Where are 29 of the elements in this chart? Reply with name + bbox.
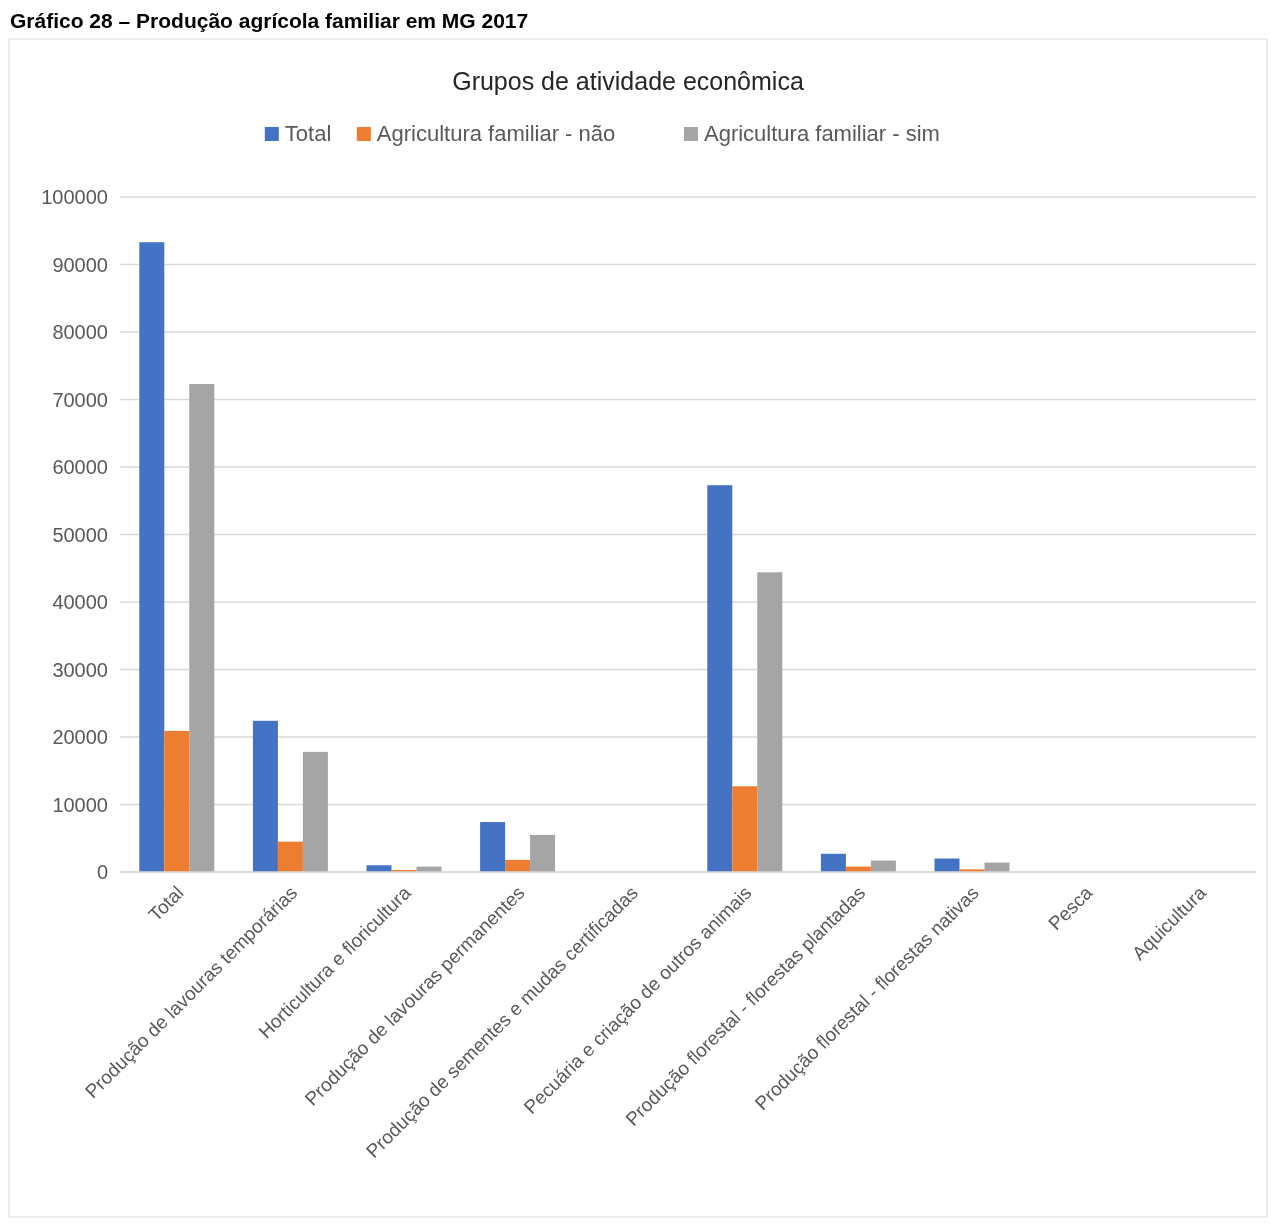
- y-tick-label: 10000: [52, 793, 108, 816]
- bar: [530, 834, 556, 872]
- bar: [757, 572, 783, 872]
- legend-label: Agricultura familiar - não: [376, 121, 616, 146]
- y-tick-label: 30000: [52, 658, 108, 681]
- bar: [505, 859, 531, 872]
- legend-label: Agricultura familiar - sim: [704, 121, 940, 146]
- bar: [164, 730, 190, 872]
- text: Gráfico 28 – Produção agrícola familiar em MG 2017: [10, 9, 529, 32]
- y-tick-label: 50000: [52, 523, 108, 546]
- y-tick-label: 70000: [52, 388, 108, 411]
- y-tick-label: 20000: [52, 726, 108, 748]
- bar: [252, 720, 278, 872]
- y-tick-label: 60000: [52, 456, 108, 478]
- bar: [277, 841, 303, 872]
- bar: [480, 822, 506, 872]
- y-tick-label: 100000: [41, 186, 108, 208]
- bar: [732, 786, 758, 872]
- y-tick-label: 40000: [52, 591, 108, 613]
- y-tick-label: 80000: [52, 321, 108, 343]
- y-tick-label: 90000: [52, 253, 108, 276]
- chart-title: Grupos de atividade econômica: [452, 67, 804, 95]
- bar: [139, 242, 165, 872]
- bar: [189, 383, 215, 872]
- bar: [820, 853, 846, 872]
- bar: [707, 485, 733, 872]
- legend-label: Total: [284, 121, 332, 146]
- y-tick-label: 0: [96, 861, 108, 883]
- bar: [302, 751, 328, 872]
